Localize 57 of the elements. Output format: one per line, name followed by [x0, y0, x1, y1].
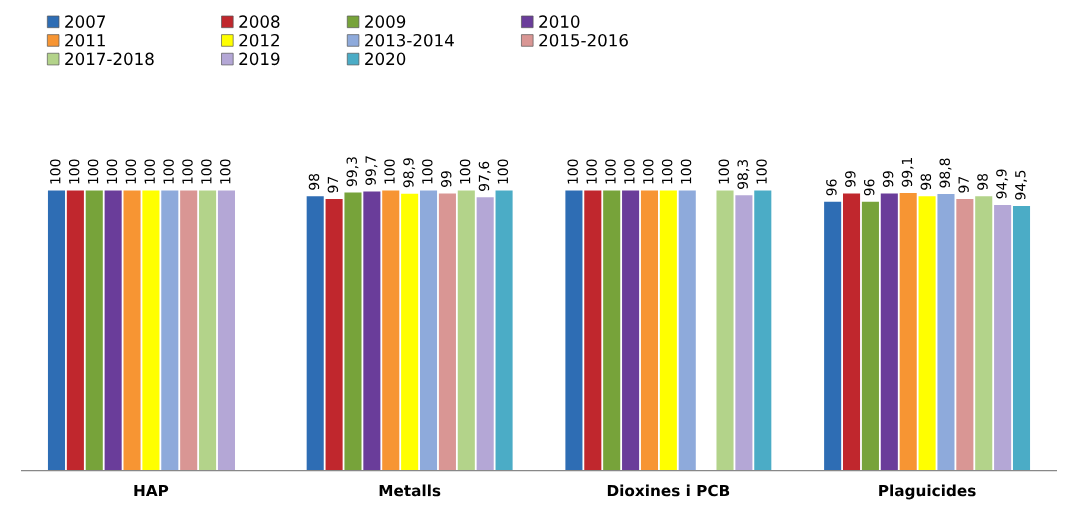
data-label: 100 — [567, 159, 578, 184]
data-label: 100 — [182, 159, 193, 184]
data-label: 99 — [882, 171, 894, 187]
legend-label: 2019 — [239, 52, 280, 66]
data-label: 99,7 — [365, 156, 378, 186]
data-label: 98 — [920, 173, 932, 190]
data-label: 100 — [459, 159, 471, 184]
data-label: 98,8 — [939, 158, 952, 188]
data-label: 100 — [756, 159, 767, 184]
data-label: 100 — [163, 159, 174, 184]
data-label: 97 — [958, 176, 969, 193]
x-tick-label: HAP — [134, 484, 169, 497]
data-label: 96 — [826, 179, 837, 196]
data-label: 100 — [586, 159, 597, 184]
legend-label: 2008 — [239, 15, 280, 28]
legend-label: 2010 — [539, 15, 580, 28]
legend-label: 2012 — [239, 33, 279, 47]
data-label: 97,6 — [478, 161, 491, 191]
data-label: 100 — [106, 159, 118, 184]
data-label: 100 — [125, 159, 137, 184]
data-label: 94,9 — [996, 169, 1009, 199]
data-label: 100 — [144, 159, 155, 184]
x-tick-label: Metalls — [379, 484, 441, 497]
data-label: 98,3 — [737, 159, 750, 189]
legend-label: 2015-2016 — [539, 33, 628, 47]
data-label: 98 — [977, 173, 988, 190]
data-label: 100 — [384, 159, 395, 184]
data-label: 99 — [440, 171, 452, 187]
data-label: 100 — [87, 159, 99, 184]
data-label: 100 — [50, 159, 61, 184]
legend-label: 2007 — [65, 15, 105, 28]
data-label: 99,1 — [901, 157, 914, 187]
data-label: 97 — [327, 176, 339, 193]
x-tick-label: Plaguicides — [879, 484, 976, 500]
data-label: 100 — [422, 159, 433, 184]
data-label: 100 — [68, 159, 80, 184]
legend-label: 2009 — [365, 15, 406, 28]
data-label: 100 — [201, 159, 212, 184]
data-label: 99,3 — [346, 157, 359, 187]
data-label: 98,9 — [403, 158, 416, 188]
x-tick-label: Dioxines i PCB — [607, 484, 730, 497]
data-label: 94,5 — [1015, 170, 1027, 200]
data-label: 99 — [845, 171, 856, 187]
legend-label: 2011 — [65, 33, 105, 47]
data-label: 100 — [219, 159, 231, 184]
data-label: 100 — [661, 159, 673, 184]
data-label: 96 — [863, 179, 875, 196]
data-label: 100 — [624, 159, 635, 184]
legend-label: 2020 — [365, 52, 406, 66]
data-label: 100 — [718, 159, 730, 184]
data-label: 100 — [643, 159, 654, 184]
data-label: 98 — [308, 173, 320, 190]
data-label: 100 — [605, 159, 616, 184]
legend-label: 2017-2018 — [65, 52, 154, 66]
legend-label: 2013-2014 — [365, 33, 454, 47]
data-label: 100 — [497, 159, 509, 184]
data-label: 100 — [680, 159, 692, 184]
